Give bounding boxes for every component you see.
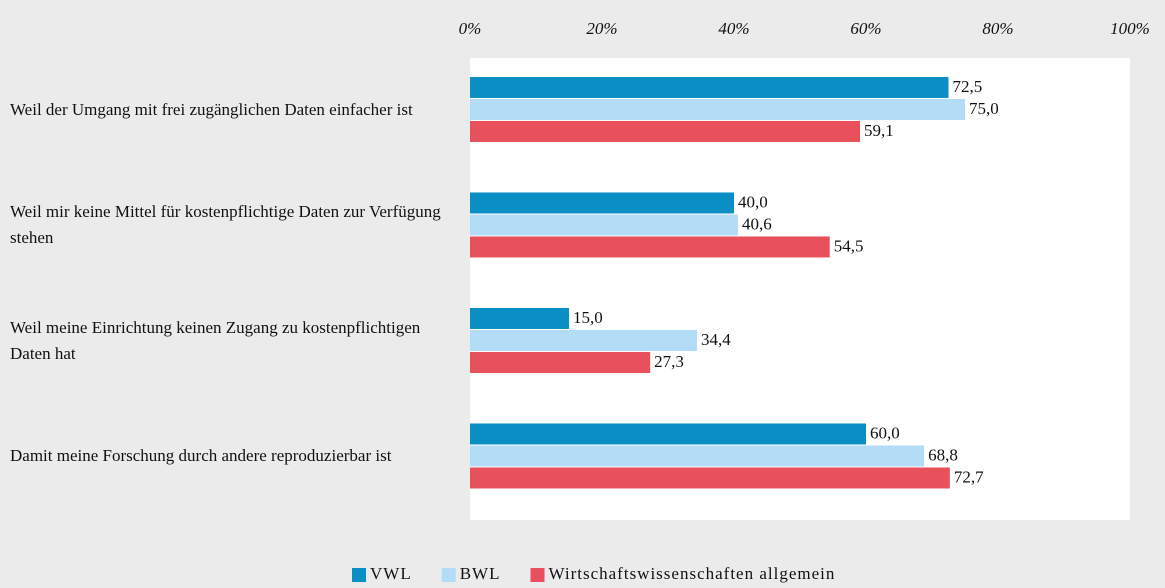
value-label: 75,0 bbox=[969, 99, 999, 118]
x-tick-label: 0% bbox=[459, 19, 482, 38]
bar bbox=[470, 351, 651, 373]
x-tick-label: 20% bbox=[586, 19, 617, 38]
legend-label: Wirtschaftswissenschaften allgemein bbox=[549, 564, 836, 583]
x-tick-label: 80% bbox=[982, 19, 1013, 38]
bar bbox=[470, 445, 925, 467]
bar bbox=[470, 423, 866, 445]
value-label: 34,4 bbox=[701, 330, 731, 349]
legend-label: VWL bbox=[370, 564, 412, 583]
x-tick-label: 40% bbox=[718, 19, 749, 38]
legend-swatch bbox=[441, 568, 456, 582]
bar bbox=[470, 467, 950, 489]
value-label: 68,8 bbox=[928, 445, 958, 464]
value-label: 15,0 bbox=[573, 308, 603, 327]
category-label: Damit meine Forschung durch andere repro… bbox=[10, 446, 392, 466]
value-label: 72,5 bbox=[953, 77, 983, 96]
value-label: 54,5 bbox=[834, 236, 864, 255]
category-label: Weil mir keine Mittel für kostenpflichti… bbox=[10, 202, 441, 248]
bar bbox=[470, 192, 734, 214]
bar bbox=[470, 214, 738, 236]
category-label: Weil der Umgang mit frei zugänglichen Da… bbox=[10, 99, 413, 119]
bar bbox=[470, 120, 861, 142]
legend-label: BWL bbox=[460, 564, 501, 583]
legend-swatch bbox=[530, 568, 545, 582]
x-tick-label: 60% bbox=[850, 19, 881, 38]
bar bbox=[470, 307, 569, 329]
bar bbox=[470, 98, 965, 120]
bar bbox=[470, 236, 830, 258]
x-tick-label: 100% bbox=[1110, 19, 1150, 38]
value-label: 72,7 bbox=[954, 467, 984, 486]
bar bbox=[470, 76, 949, 98]
value-label: 27,3 bbox=[654, 352, 684, 371]
value-label: 40,0 bbox=[738, 192, 768, 211]
category-label: Weil meine Einrichtung keinen Zugang zu … bbox=[10, 317, 421, 363]
value-label: 40,6 bbox=[742, 214, 772, 233]
value-label: 60,0 bbox=[870, 423, 900, 442]
bar bbox=[470, 329, 698, 351]
value-label: 59,1 bbox=[864, 121, 894, 140]
legend-swatch bbox=[352, 568, 366, 582]
